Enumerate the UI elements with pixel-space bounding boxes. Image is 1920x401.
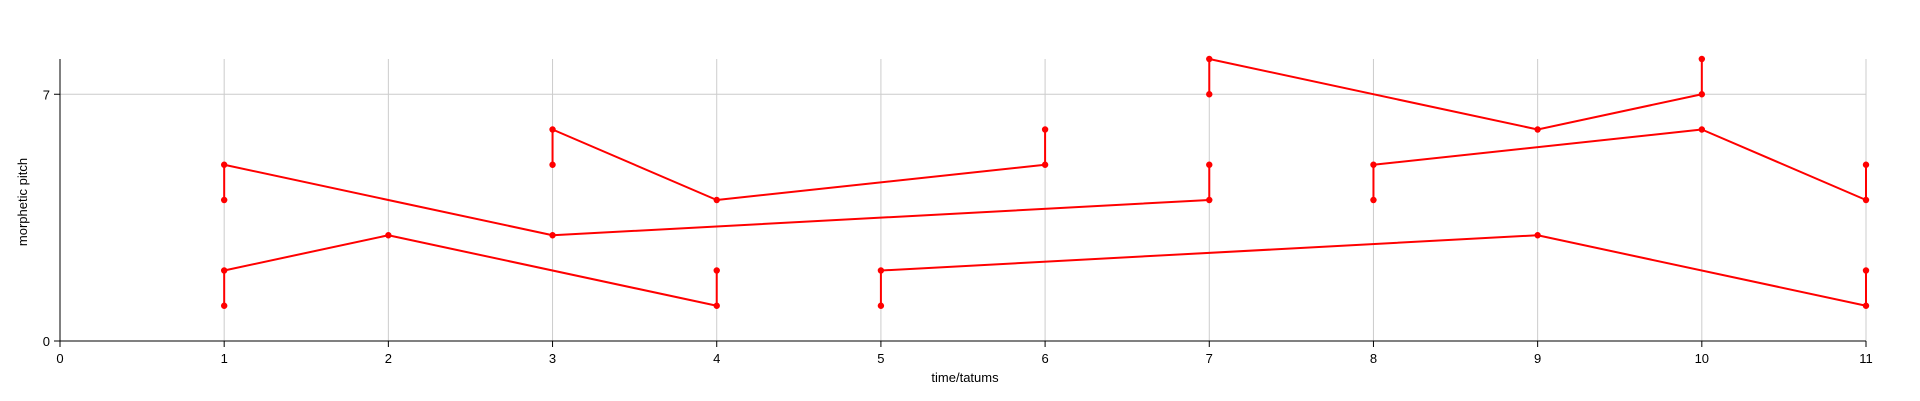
data-point xyxy=(1206,196,1213,204)
x-tick-label: 4 xyxy=(713,351,720,366)
x-tick-label: 7 xyxy=(1206,351,1213,366)
data-point xyxy=(1206,91,1213,98)
series-line xyxy=(551,128,1047,201)
x-axis-title: time/tatums xyxy=(931,370,999,385)
x-tick-label: 1 xyxy=(221,351,228,366)
data-point xyxy=(220,302,228,309)
data-point xyxy=(1698,91,1706,98)
data-point xyxy=(877,302,885,309)
data-point xyxy=(1041,161,1049,168)
x-tick-label: 5 xyxy=(877,351,884,366)
data-point xyxy=(1862,302,1870,309)
x-tick-label: 3 xyxy=(549,351,556,366)
data-point xyxy=(1862,267,1870,274)
y-tick-label: 0 xyxy=(43,334,50,349)
data-point xyxy=(1206,161,1213,168)
data-point xyxy=(385,232,392,239)
data-point xyxy=(549,126,556,133)
x-tick-label: 0 xyxy=(56,351,63,366)
x-tick-label: 6 xyxy=(1041,351,1048,366)
series-layer xyxy=(220,55,1870,309)
data-point xyxy=(220,161,228,168)
x-tick-label: 2 xyxy=(385,351,392,366)
series-line xyxy=(1372,128,1867,201)
y-axis-title: morphetic pitch xyxy=(15,158,30,246)
data-point xyxy=(549,161,556,168)
data-point xyxy=(713,267,720,274)
series-line xyxy=(223,234,718,307)
data-point xyxy=(1370,161,1377,168)
data-point xyxy=(220,196,228,204)
data-point xyxy=(1698,55,1706,63)
data-point xyxy=(1698,126,1706,133)
data-point xyxy=(713,302,720,309)
data-point xyxy=(877,267,885,274)
data-point xyxy=(1534,232,1541,239)
data-point xyxy=(1041,126,1049,133)
y-tick-label: 7 xyxy=(43,87,50,102)
data-point xyxy=(1862,161,1870,168)
data-point xyxy=(1370,196,1377,204)
x-tick-label: 8 xyxy=(1370,351,1377,366)
data-point xyxy=(549,232,556,239)
axes-layer: 0 1 2 3 4 5 6 7 8 9 10 11 0 7 xyxy=(43,59,1873,366)
data-point xyxy=(1862,196,1870,204)
data-point xyxy=(220,267,228,274)
data-point xyxy=(1534,126,1541,133)
x-tick-label: 9 xyxy=(1534,351,1541,366)
grid-layer xyxy=(60,59,1867,341)
data-point xyxy=(713,196,720,204)
x-tick-label: 11 xyxy=(1859,351,1873,366)
data-point xyxy=(1206,55,1213,63)
x-tick-label: 10 xyxy=(1695,351,1709,366)
